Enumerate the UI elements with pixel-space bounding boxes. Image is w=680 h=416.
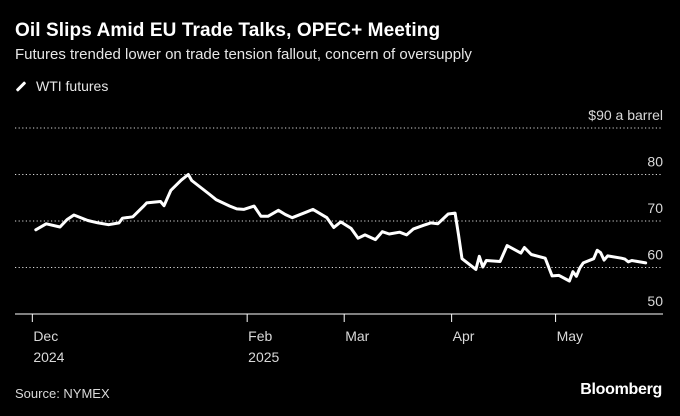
x-tick-label: Apr bbox=[453, 328, 475, 344]
y-tick-label: 50 bbox=[647, 293, 663, 309]
y-tick-label: 60 bbox=[647, 247, 663, 263]
legend-label: WTI futures bbox=[36, 78, 109, 94]
chart-title: Oil Slips Amid EU Trade Talks, OPEC+ Mee… bbox=[15, 20, 441, 41]
x-tick-sublabel: 2025 bbox=[248, 349, 279, 365]
legend: WTI futures bbox=[15, 78, 108, 94]
y-tick-label: 70 bbox=[647, 200, 663, 216]
series-line-wti-futures bbox=[34, 173, 648, 283]
x-tick-label: May bbox=[557, 328, 583, 344]
x-tick-label: Mar bbox=[345, 328, 369, 344]
x-tick-sublabel: 2024 bbox=[33, 349, 64, 365]
source-note: Source: NYMEX bbox=[15, 386, 110, 401]
chart-subtitle: Futures trended lower on trade tension f… bbox=[15, 46, 472, 63]
y-tick-label: 80 bbox=[647, 154, 663, 170]
y-tick-label: $90 a barrel bbox=[588, 107, 663, 123]
x-tick-label: Feb bbox=[248, 328, 272, 344]
bloomberg-logo: Bloomberg bbox=[580, 381, 662, 398]
x-tick-label: Dec bbox=[33, 328, 58, 344]
